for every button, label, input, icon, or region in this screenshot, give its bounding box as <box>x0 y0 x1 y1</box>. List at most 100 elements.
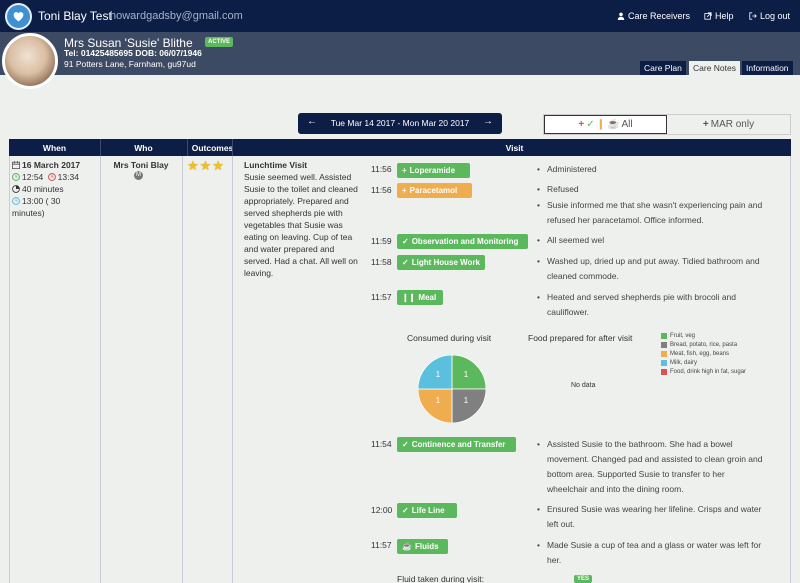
scheduled-line1: 13:00 ( 30 <box>22 196 61 206</box>
scheduled-time: 13:00 ( 30 <box>12 195 60 207</box>
task-time: 11:54 <box>371 439 392 449</box>
note-text: Washed up, dried up and put away. Tidied… <box>547 256 760 266</box>
filter-toggle: + ✓ ❙ ☕ All + MAR only <box>543 114 791 135</box>
task-time: 11:56 <box>371 164 392 174</box>
note-text: All seemed wel <box>547 235 605 245</box>
legend-item: Fruit, veg <box>661 333 695 339</box>
task-time: 11:57 <box>371 292 392 302</box>
pie-duration-icon <box>12 185 20 193</box>
date-range: Tue Mar 14 2017 - Mon Mar 20 2017 <box>330 118 470 128</box>
note-text: left out. <box>547 519 575 529</box>
plus-icon: + <box>702 119 709 130</box>
task-note: Heated and served shepherds pie with bro… <box>537 290 775 320</box>
task-note: Assisted Susie to the bathroom. She had … <box>537 437 775 497</box>
task-time: 11:59 <box>371 236 392 246</box>
task-light-house-work[interactable]: ✓ Light House Work <box>397 255 485 270</box>
consumed-pie-chart: 1 1 1 1 <box>418 355 486 423</box>
pie-slice-fruit-veg <box>451 355 486 390</box>
no-data-text: No data <box>571 382 596 389</box>
task-time: 11:57 <box>371 540 392 550</box>
task-label: Meal <box>418 293 437 302</box>
task-note: Susie informed me that she wasn't experi… <box>537 198 775 228</box>
task-loperamide[interactable]: + Loperamide <box>397 163 470 178</box>
note-text: her. <box>547 555 562 565</box>
note-text: Susie informed me that she wasn't experi… <box>547 200 763 210</box>
tab-care-plan[interactable]: Care Plan <box>640 61 686 75</box>
task-fluids[interactable]: ☕ Fluids <box>397 539 448 554</box>
note-text: cauliflower. <box>547 307 590 317</box>
filter-all-label: All <box>621 119 633 130</box>
brand-name[interactable]: Toni Blay Test <box>38 9 112 23</box>
task-label: Life Line <box>411 506 445 515</box>
prepared-title: Food prepared for after visit <box>528 333 633 343</box>
task-note: All seemed wel <box>537 233 775 248</box>
plus-icon: + <box>402 166 407 175</box>
note-text: Made Susie a cup of tea and a glass or w… <box>547 540 762 550</box>
carer-name: Mrs Toni Blay <box>113 160 169 170</box>
check-icon: ✓ <box>402 440 409 449</box>
clock-start-icon <box>12 173 20 181</box>
tab-care-notes[interactable]: Care Notes <box>689 61 740 75</box>
patient-address: 91 Potters Lane, Farnham, gu97ud <box>64 59 196 69</box>
help-link[interactable]: Help <box>704 11 734 21</box>
task-continence[interactable]: ✓ Continence and Transfer <box>397 437 516 452</box>
col-when: When <box>42 143 67 153</box>
legend-item: Bread, potato, rice, pasta <box>661 342 737 348</box>
visit-summary: Susie seemed well. Assisted Susie to the… <box>244 171 358 279</box>
filter-mar-button[interactable]: + MAR only <box>667 115 790 134</box>
pie-label-meat: 1 <box>436 396 441 405</box>
pie-label-bread: 1 <box>464 396 469 405</box>
clock-scheduled-icon <box>12 197 20 205</box>
carer-badge: M <box>134 171 143 180</box>
task-observation[interactable]: ✓ Observation and Monitoring <box>397 234 528 249</box>
help-label: Help <box>715 11 734 21</box>
task-label: Observation and Monitoring <box>411 237 519 246</box>
legend-label: Bread, potato, rice, pasta <box>670 342 738 348</box>
check-icon: ✓ <box>402 258 409 267</box>
arrow-left-icon[interactable]: ← <box>307 116 317 127</box>
visit-duration: 40 minutes <box>12 183 64 195</box>
summary-line: leaving. <box>244 268 274 278</box>
patient-name: Mrs Susan 'Susie' Blithe <box>64 36 193 50</box>
clock-end-icon <box>47 173 56 181</box>
note-text: Administered <box>547 164 597 174</box>
tab-information[interactable]: Information <box>742 61 793 75</box>
scheduled-line2: minutes) <box>12 208 45 218</box>
heart-logo-icon[interactable] <box>5 3 32 30</box>
logout-link[interactable]: Log out <box>749 11 790 21</box>
duration-text: 40 minutes <box>22 184 64 194</box>
note-text: wheelchair and into the dining room. <box>547 484 684 494</box>
legend-label: Fruit, veg <box>670 333 696 339</box>
cutlery-icon: ❙❙ <box>402 293 416 302</box>
task-paracetamol[interactable]: + Paracetamol <box>397 183 472 198</box>
consumed-title: Consumed during visit <box>407 333 492 343</box>
task-time: 12:00 <box>371 505 393 515</box>
task-label: Continence and Transfer <box>411 440 506 449</box>
top-navbar: Toni Blay Test howardgadsby@gmail.com Ca… <box>0 0 800 32</box>
date-navigator: ← Tue Mar 14 2017 - Mon Mar 20 2017 → <box>298 113 502 134</box>
filter-all-button[interactable]: + ✓ ❙ ☕ All <box>544 115 667 134</box>
arrow-right-icon[interactable]: → <box>483 116 493 127</box>
plus-icon: + <box>402 186 407 195</box>
visit-date: 16 March 2017 <box>12 159 80 171</box>
cutlery-icon: ❙ <box>596 119 606 130</box>
task-note: Administered <box>537 162 775 177</box>
fluid-yes-badge: YES <box>574 575 593 583</box>
summary-line: served shepherds pie with <box>244 208 343 218</box>
care-receivers-link[interactable]: Care Receivers <box>617 11 690 21</box>
task-life-line[interactable]: ✓ Life Line <box>397 503 457 518</box>
external-link-icon <box>704 12 712 20</box>
filter-mar-label: MAR only <box>710 119 755 130</box>
legend-label: Food, drink high in fat, sugar <box>670 369 747 375</box>
check-icon: ✓ <box>586 119 595 130</box>
task-meal[interactable]: ❙❙ Meal <box>397 290 443 305</box>
note-text: Ensured Susie was wearing her lifeline. … <box>547 504 762 514</box>
calendar-icon <box>12 161 20 169</box>
col-visit: Visit <box>505 143 524 153</box>
outcome-stars: ★★★ <box>187 158 225 173</box>
summary-line: appropriately. Prepared and <box>244 196 349 206</box>
care-receivers-label: Care Receivers <box>628 11 691 21</box>
summary-line: Susie to the toilet and cleaned <box>244 184 358 194</box>
legend-item: Meat, fish, egg, beans <box>661 351 729 357</box>
pie-slice-bread <box>451 388 486 423</box>
